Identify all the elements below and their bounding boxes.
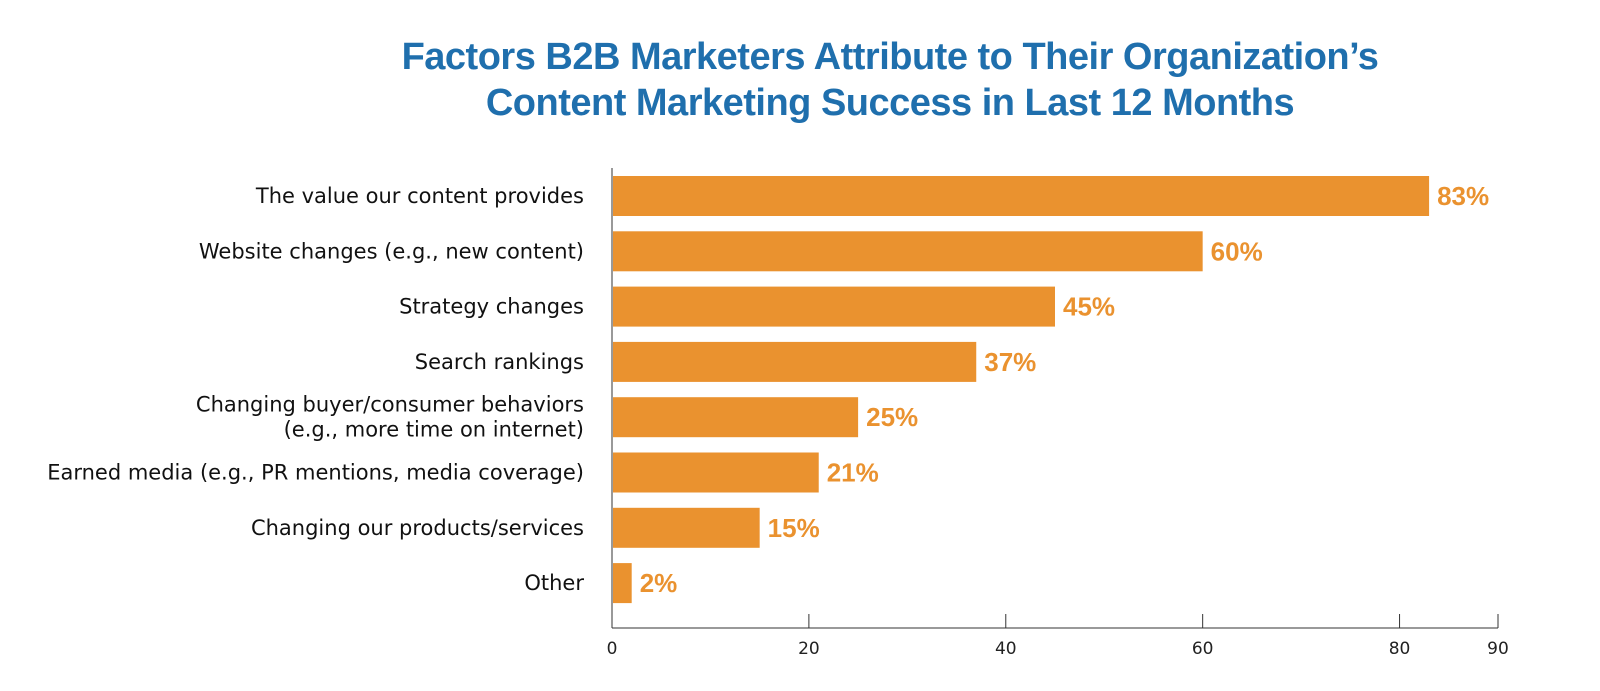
value-label-0: 83% (1437, 181, 1489, 211)
x-tick-label-0: 0 (607, 639, 618, 659)
category-label-7-0: Other (524, 571, 584, 595)
bar-0 (613, 176, 1430, 216)
value-label-7: 2% (640, 568, 678, 598)
x-tick-label-1: 20 (798, 639, 820, 659)
category-label-5-0: Earned media (e.g., PR mentions, media c… (47, 461, 584, 485)
chart-title-line-2: Content Marketing Success in Last 12 Mon… (485, 82, 1295, 124)
bar-1 (613, 231, 1203, 272)
bar-4 (613, 397, 859, 438)
value-label-1: 60% (1211, 236, 1263, 266)
x-tick-label-2: 40 (995, 639, 1017, 659)
bar-3 (613, 341, 977, 382)
category-label-0-0: The value our content provides (255, 184, 584, 208)
category-label-4-1: (e.g., more time on internet) (284, 418, 584, 442)
x-tick-label-4: 80 (1389, 639, 1411, 659)
x-tick-label-5: 90 (1487, 639, 1509, 659)
bar-2 (613, 286, 1055, 327)
chart-title: Factors B2B Marketers Attribute to Their… (300, 34, 1480, 126)
value-label-4: 25% (866, 402, 918, 432)
bar-6 (613, 507, 760, 548)
category-label-3-0: Search rankings (415, 350, 584, 374)
x-tick-label-3: 60 (1192, 639, 1214, 659)
value-label-5: 21% (827, 458, 879, 488)
value-label-6: 15% (768, 513, 820, 543)
bar-5 (613, 452, 819, 493)
category-label-4-0: Changing buyer/consumer behaviors (196, 393, 584, 417)
bar-7 (613, 563, 632, 604)
category-label-2-0: Strategy changes (399, 295, 584, 319)
category-label-6-0: Changing our products/services (251, 516, 584, 540)
value-label-2: 45% (1063, 292, 1115, 322)
category-label-1-0: Website changes (e.g., new content) (199, 239, 584, 263)
value-label-3: 37% (984, 347, 1036, 377)
chart-title-line-1: Factors B2B Marketers Attribute to Their… (401, 36, 1379, 78)
